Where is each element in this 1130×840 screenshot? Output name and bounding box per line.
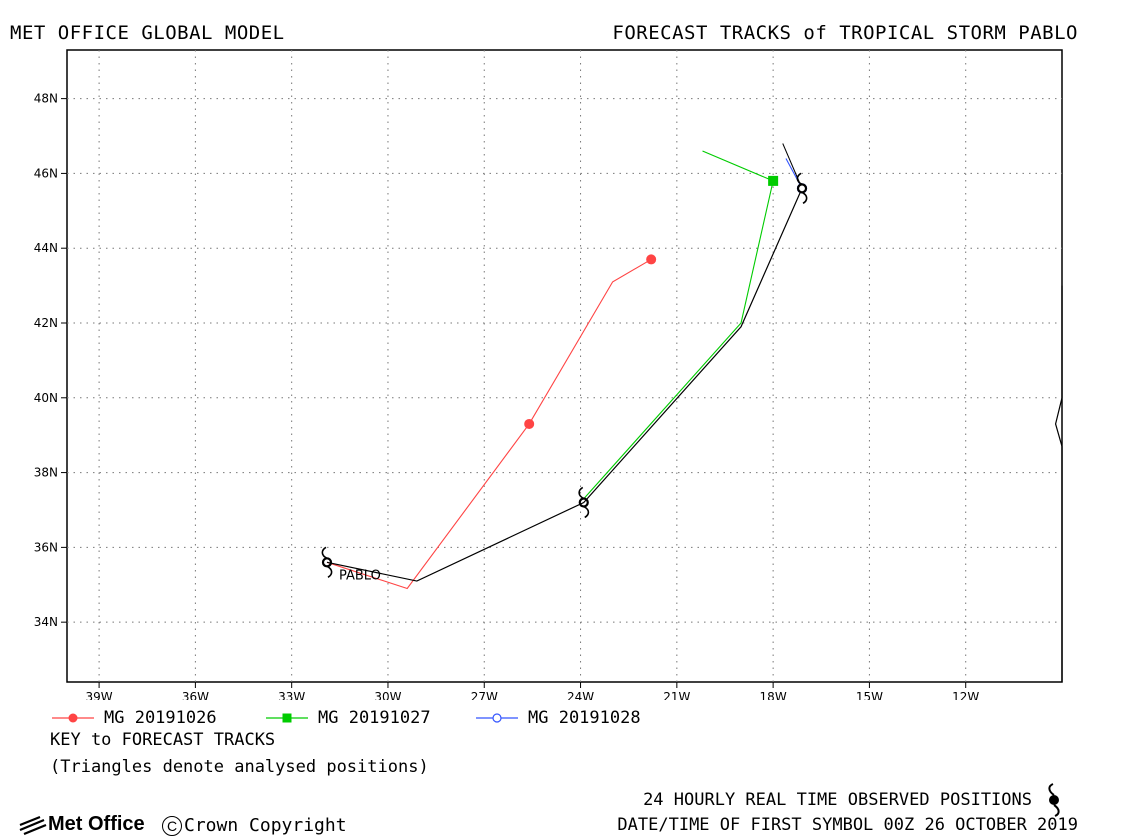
met-office-wave-icon — [19, 815, 47, 835]
forecast-marker — [768, 175, 779, 186]
tracks — [326, 143, 808, 590]
legend-label: MG 20191028 — [528, 708, 641, 728]
forecast-marker — [646, 254, 657, 265]
grid-lines — [67, 50, 1062, 682]
key-title: KEY to FORECAST TRACKS — [50, 730, 276, 750]
axis-ticks: 39W 36W 33W 30W 27W 24W 21W 18W 15W 12W 34N 36N 38N 4… — [34, 92, 980, 700]
legend-swatch-blue — [476, 709, 518, 727]
chart-title: FORECAST TRACKS of TROPICAL STORM PABLO — [612, 22, 1078, 44]
lat-tick-label: 36N — [34, 540, 58, 554]
lon-tick-label: 39W — [86, 690, 113, 700]
hurricane-symbol-icon — [1048, 783, 1060, 817]
storm-symbols — [321, 172, 808, 579]
copyright-text: Crown Copyright — [184, 815, 347, 836]
lat-tick-label: 42N — [34, 316, 58, 330]
model-title: MET OFFICE GLOBAL MODEL — [10, 22, 285, 44]
track-map: 39W 36W 33W 30W 27W 24W 21W 18W 15W 12W 34N 36N 38N 4… — [34, 49, 1063, 700]
legend-swatch-green — [266, 709, 308, 727]
lon-tick-label: 24W — [567, 690, 594, 700]
map-frame — [66, 49, 1063, 683]
lon-tick-label: 36W — [182, 690, 209, 700]
storm-symbol-icon — [321, 546, 333, 579]
forecast-marker — [524, 418, 535, 429]
legend-label: MG 20191026 — [104, 708, 217, 728]
copyright: C Crown Copyright — [162, 815, 347, 836]
observed-track — [326, 188, 803, 582]
lon-tick-label: 18W — [760, 690, 787, 700]
storm-symbol-icon — [796, 172, 808, 205]
legend-item-20191026: MG 20191026 — [52, 708, 217, 728]
logo-text: Met Office — [48, 813, 145, 835]
legend-item-20191028: MG 20191028 — [476, 708, 641, 728]
copyright-symbol-icon: C — [162, 815, 182, 836]
forecast-track-1 — [583, 150, 774, 500]
lon-tick-label: 27W — [471, 690, 498, 700]
coastline — [1054, 285, 1063, 682]
lon-tick-label: 30W — [374, 690, 401, 700]
observed-positions-text: 24 HOURLY REAL TIME OBSERVED POSITIONS — [643, 790, 1032, 810]
first-symbol-datetime: DATE/TIME OF FIRST SYMBOL 00Z 26 OCTOBER… — [617, 815, 1078, 835]
storm-label: PABLO — [339, 568, 381, 583]
lon-tick-label: 33W — [278, 690, 305, 700]
lon-tick-label: 15W — [856, 690, 883, 700]
lat-tick-label: 38N — [34, 466, 58, 480]
lat-tick-label: 48N — [34, 92, 58, 106]
key-note: (Triangles denote analysed positions) — [50, 757, 429, 777]
legend-label: MG 20191027 — [318, 708, 431, 728]
lat-tick-label: 34N — [34, 615, 58, 629]
coastline-path — [1054, 285, 1063, 682]
met-office-logo: Met Office — [18, 813, 145, 836]
lon-tick-label: 12W — [952, 690, 979, 700]
lat-tick-label: 44N — [34, 241, 58, 255]
lat-tick-label: 46N — [34, 166, 58, 180]
lat-tick-label: 40N — [34, 391, 58, 405]
lon-tick-label: 21W — [663, 690, 690, 700]
legend-swatch-red — [52, 709, 94, 727]
storm-symbol-icon — [578, 486, 590, 519]
legend-item-20191027: MG 20191027 — [266, 708, 431, 728]
